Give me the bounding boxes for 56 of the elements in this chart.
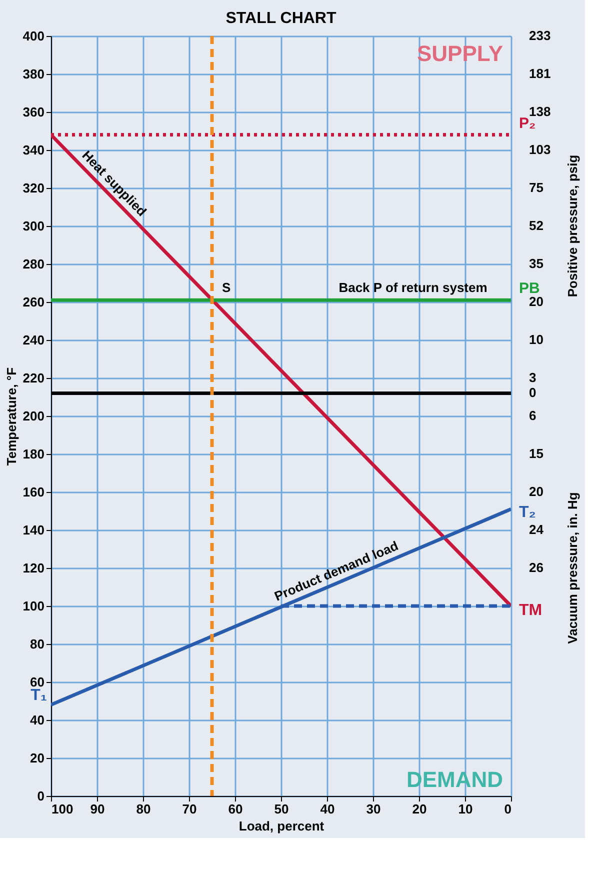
text: 103 (529, 142, 551, 157)
text: 233 (529, 28, 551, 43)
y-tick-label: 340 (22, 142, 44, 158)
y-tick-label: 100 (22, 598, 44, 614)
y-tick-label: 220 (22, 370, 44, 386)
x-axis-title: Load, percent (238, 818, 325, 834)
y-tick-label: 0 (37, 788, 44, 804)
x-tick-label: 50 (274, 802, 289, 816)
y-tick-label: 80 (30, 636, 44, 652)
annotation: S (222, 280, 231, 296)
text: 24 (529, 522, 544, 537)
y-tick-label: 160 (22, 484, 44, 500)
annotation: T₂ (519, 504, 536, 522)
y-tick-label: 180 (22, 446, 44, 462)
annotation: TM (519, 602, 542, 619)
text: 20 (529, 484, 544, 499)
y-tick-label: 300 (22, 218, 44, 234)
y-axis-title: Temperature, °F (4, 367, 19, 466)
y-tick-label: 380 (22, 66, 44, 82)
y-tick-label: 240 (22, 332, 44, 348)
chart-title: STALL CHART (226, 10, 336, 27)
x-tick-label: 70 (182, 802, 197, 816)
y-tick-label: 120 (22, 560, 44, 576)
y-tick-label: 20 (30, 750, 44, 766)
text: Vacuum pressure, in. Hg (565, 492, 580, 644)
text: 6 (529, 408, 536, 423)
text: 26 (529, 560, 544, 575)
y-tick-label: 280 (22, 256, 44, 272)
y-tick-label: 400 (22, 28, 44, 44)
text: 35 (529, 256, 544, 271)
y-tick-label: 140 (22, 522, 44, 538)
text: 52 (529, 218, 544, 233)
x-tick-label: 90 (90, 802, 105, 816)
x-tick-label: 60 (228, 802, 243, 816)
text: 181 (529, 66, 551, 81)
y-tick-label: 360 (22, 104, 44, 120)
y-tick-label: 260 (22, 294, 44, 310)
annotation: Back P of return system (338, 280, 488, 296)
text: 3 (529, 370, 536, 385)
text: 10 (529, 332, 544, 347)
x-tick-label: 100 (52, 802, 74, 816)
text: 0 (529, 385, 536, 400)
text: 15 (529, 446, 544, 461)
x-tick-label: 10 (458, 802, 473, 816)
y2-axis-title: Positive pressure, psig (565, 154, 580, 298)
x-tick-label: 40 (320, 802, 335, 816)
x-tick-label: 30 (366, 802, 381, 816)
y-tick-label: 40 (30, 712, 44, 728)
x-tick-label: 20 (412, 802, 427, 816)
text: 75 (529, 180, 544, 195)
y-tick-label: 200 (22, 408, 44, 424)
annotation: T₁ (30, 686, 48, 704)
y-tick-label: 60 (30, 674, 44, 690)
x-tick-label: 80 (136, 802, 151, 816)
y-tick-label: 320 (22, 180, 44, 196)
x-tick-label: 0 (504, 802, 512, 816)
